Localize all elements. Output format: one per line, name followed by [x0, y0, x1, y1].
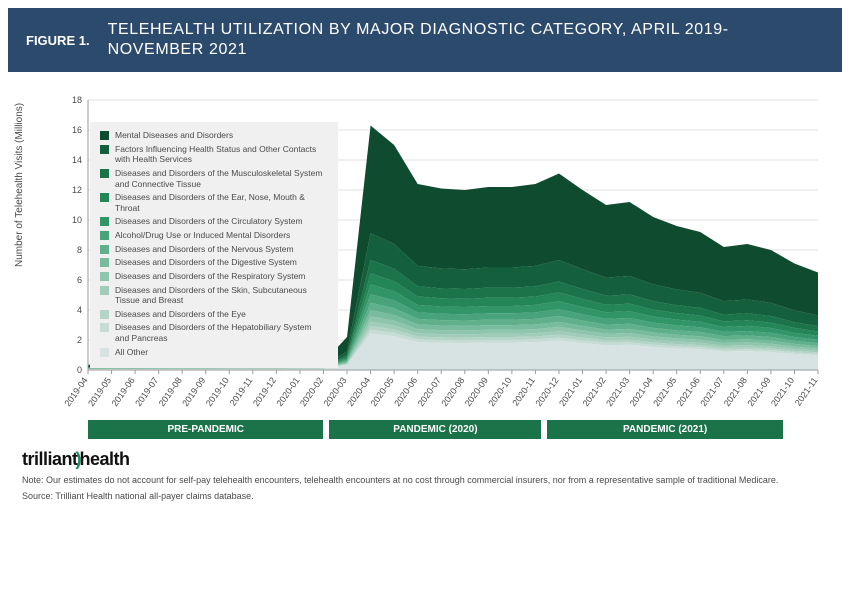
svg-text:4: 4 [77, 305, 82, 315]
legend-item: All Other [100, 347, 328, 358]
legend-item: Diseases and Disorders of the Respirator… [100, 271, 328, 282]
chart-container: Number of Telehealth Visits (Millions) 0… [8, 72, 842, 416]
legend-label: Diseases and Disorders of the Musculoske… [115, 168, 328, 189]
legend-swatch [100, 193, 109, 202]
legend-label: Alcohol/Drug Use or Induced Mental Disor… [115, 230, 290, 241]
legend-swatch [100, 217, 109, 226]
svg-text:2019-10: 2019-10 [204, 375, 231, 408]
legend-item: Diseases and Disorders of the Circulator… [100, 216, 328, 227]
legend-label: Diseases and Disorders of the Eye [115, 309, 246, 320]
svg-text:0: 0 [77, 365, 82, 375]
legend-label: Diseases and Disorders of the Skin, Subc… [115, 285, 328, 306]
legend-swatch [100, 272, 109, 281]
logo-left: trilliant [22, 449, 78, 470]
legend-swatch [100, 169, 109, 178]
y-axis-label: Number of Telehealth Visits (Millions) [14, 103, 25, 267]
legend-swatch [100, 286, 109, 295]
period-bar: PRE-PANDEMIC [88, 420, 323, 439]
note-line-2: Source: Trilliant Health national all-pa… [22, 490, 828, 502]
legend-label: Mental Diseases and Disorders [115, 130, 233, 141]
svg-text:2021-11: 2021-11 [793, 375, 820, 407]
note-line-1: Note: Our estimates do not account for s… [22, 474, 828, 486]
legend-item: Diseases and Disorders of the Eye [100, 309, 328, 320]
legend-item: Diseases and Disorders of the Skin, Subc… [100, 285, 328, 306]
legend-label: Diseases and Disorders of the Nervous Sy… [115, 244, 294, 255]
legend-swatch [100, 258, 109, 267]
svg-text:6: 6 [77, 275, 82, 285]
logo-right: health [80, 449, 130, 470]
legend-item: Alcohol/Drug Use or Induced Mental Disor… [100, 230, 328, 241]
legend-label: Diseases and Disorders of the Hepatobili… [115, 322, 328, 343]
legend-swatch [100, 245, 109, 254]
svg-text:16: 16 [72, 125, 82, 135]
legend-swatch [100, 310, 109, 319]
legend-swatch [100, 323, 109, 332]
legend-item: Mental Diseases and Disorders [100, 130, 328, 141]
svg-text:12: 12 [72, 185, 82, 195]
svg-text:8: 8 [77, 245, 82, 255]
svg-text:2: 2 [77, 335, 82, 345]
legend-item: Diseases and Disorders of the Musculoske… [100, 168, 328, 189]
svg-text:14: 14 [72, 155, 82, 165]
legend-swatch [100, 145, 109, 154]
legend-label: Diseases and Disorders of the Ear, Nose,… [115, 192, 328, 213]
legend-swatch [100, 231, 109, 240]
legend-label: Diseases and Disorders of the Circulator… [115, 216, 303, 227]
legend-label: Diseases and Disorders of the Respirator… [115, 271, 305, 282]
legend-swatch [100, 131, 109, 140]
legend-label: Diseases and Disorders of the Digestive … [115, 257, 297, 268]
legend-swatch [100, 348, 109, 357]
period-bars: PRE-PANDEMIC PANDEMIC (2020) PANDEMIC (202… [8, 420, 842, 439]
svg-text:10: 10 [72, 215, 82, 225]
figure-footer: trilliant ) health Note: Our estimates d… [8, 439, 842, 506]
figure-label: FIGURE 1. [26, 33, 90, 48]
svg-text:2020-10: 2020-10 [486, 375, 513, 408]
legend-item: Diseases and Disorders of the Digestive … [100, 257, 328, 268]
svg-text:18: 18 [72, 95, 82, 105]
period-bar: PANDEMIC (2021) [547, 420, 782, 439]
svg-text:2021-10: 2021-10 [769, 375, 796, 408]
legend-item: Diseases and Disorders of the Ear, Nose,… [100, 192, 328, 213]
legend-label: Factors Influencing Health Status and Ot… [115, 144, 328, 165]
legend-label: All Other [115, 347, 148, 358]
legend-item: Factors Influencing Health Status and Ot… [100, 144, 328, 165]
figure-header: FIGURE 1. TELEHEALTH UTILIZATION BY MAJO… [8, 8, 842, 72]
legend-item: Diseases and Disorders of the Nervous Sy… [100, 244, 328, 255]
period-bar: PANDEMIC (2020) [329, 420, 541, 439]
brand-logo: trilliant ) health [22, 449, 828, 470]
chart-legend: Mental Diseases and Disorders Factors Inf… [90, 122, 338, 368]
legend-item: Diseases and Disorders of the Hepatobili… [100, 322, 328, 343]
figure-title: TELEHEALTH UTILIZATION BY MAJOR DIAGNOST… [108, 20, 824, 60]
